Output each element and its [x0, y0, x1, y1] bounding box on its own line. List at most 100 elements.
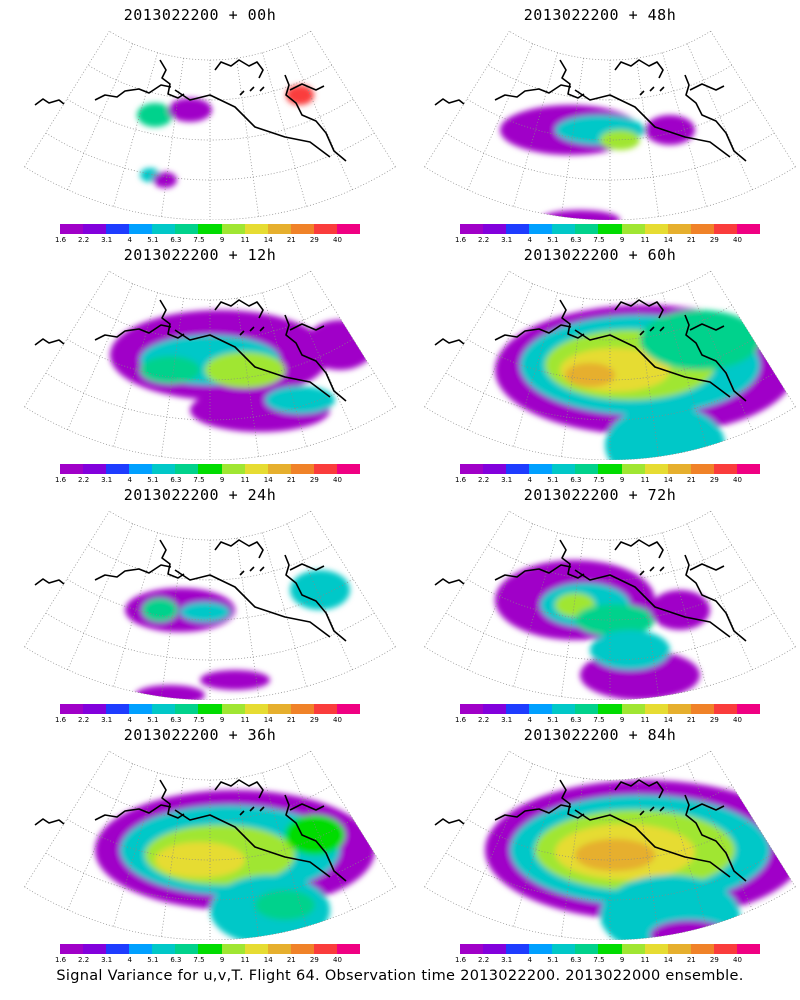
graticule: [24, 750, 396, 940]
colorbar-swatch: [460, 224, 484, 234]
colorbar-label: 29: [709, 956, 719, 964]
colorbar-label: 21: [286, 476, 296, 484]
forecast-panel: 2013022200 + 48h 1.6 2.2 3.1 4 5.1 6.3 7.5 9 11 14…: [400, 0, 800, 244]
colorbar-swatch: [621, 464, 645, 474]
forecast-panel: 2013022200 + 60h 1.6 2.2 3.1 4 5.1 6.3 7.5 9 11 14…: [400, 240, 800, 484]
colorbar-label: 3.1: [501, 476, 513, 484]
colorbar-swatch: [83, 224, 107, 234]
colorbar-label: 5.1: [547, 476, 559, 484]
variance-map: [24, 30, 396, 220]
colorbar-label: 9: [219, 956, 225, 964]
colorbar-label: 40: [732, 236, 742, 244]
colorbar: [460, 704, 761, 714]
colorbar-labels: 1.6 2.2 3.1 4 5.1 6.3 7.5 9 11 14 21 29 40: [55, 476, 360, 486]
colorbar-label: 11: [640, 716, 650, 724]
colorbar-swatch: [106, 464, 130, 474]
variance-map: [424, 30, 796, 220]
colorbar-swatch: [290, 464, 314, 474]
colorbar-swatch: [736, 464, 761, 474]
colorbar-label: 3.1: [101, 236, 113, 244]
variance-map: [424, 750, 796, 940]
colorbar-swatch: [267, 464, 291, 474]
colorbar-swatch: [667, 464, 691, 474]
colorbar-label: 40: [732, 716, 742, 724]
colorbar-label: 1.6: [454, 956, 467, 964]
panel-title: 2013022200 + 00h: [123, 6, 277, 24]
colorbar-label: 21: [686, 956, 696, 964]
colorbar-swatch: [221, 464, 245, 474]
panel-title: 2013022200 + 60h: [523, 246, 677, 264]
colorbar-swatch: [129, 944, 153, 954]
colorbar-swatch: [313, 944, 337, 954]
colorbar-label: 11: [240, 716, 250, 724]
graticule: [424, 270, 796, 460]
coastlines: [34, 59, 347, 162]
colorbar-label: 2.2: [478, 716, 490, 724]
forecast-panel: 2013022200 + 12h 1.6 2.2 3.1 4 5.1 6.3 7.5 9 11 14…: [0, 240, 400, 484]
colorbar-label: 9: [219, 236, 225, 244]
coastlines: [434, 59, 747, 162]
colorbar-swatch: [529, 224, 553, 234]
colorbar-label: 3.1: [501, 236, 513, 244]
variance-field: [137, 85, 314, 188]
colorbar-swatch: [690, 704, 714, 714]
colorbar-label: 14: [663, 476, 673, 484]
coastlines: [434, 779, 747, 882]
colorbar-swatch: [83, 944, 107, 954]
colorbar-label: 3.1: [101, 476, 113, 484]
colorbar-swatch: [267, 944, 291, 954]
colorbar-label: 29: [309, 956, 319, 964]
colorbar: [60, 464, 361, 474]
colorbar-swatch: [290, 944, 314, 954]
colorbar-label: 4: [127, 476, 132, 484]
colorbar-swatch: [221, 224, 245, 234]
colorbar-labels: 1.6 2.2 3.1 4 5.1 6.3 7.5 9 11 14 21 29 40: [455, 716, 760, 726]
colorbar-label: 1.6: [54, 236, 67, 244]
colorbar-label: 9: [619, 956, 625, 964]
colorbar: [460, 944, 761, 954]
colorbar-label: 7.5: [193, 236, 205, 244]
colorbar-swatch: [506, 944, 530, 954]
colorbar-swatch: [152, 704, 176, 714]
colorbar-swatch: [198, 944, 222, 954]
colorbar-swatch: [483, 464, 507, 474]
colorbar-swatch: [713, 464, 737, 474]
variance-map: [24, 510, 396, 700]
colorbar-swatch: [106, 704, 130, 714]
colorbar-swatch: [506, 704, 530, 714]
colorbar-swatch: [529, 704, 553, 714]
panel-title: 2013022200 + 36h: [123, 726, 277, 744]
colorbar-labels: 1.6 2.2 3.1 4 5.1 6.3 7.5 9 11 14 21 29 40: [455, 476, 760, 486]
colorbar-label: 1.6: [54, 716, 67, 724]
colorbar-label: 40: [332, 716, 342, 724]
colorbar-label: 11: [240, 956, 250, 964]
colorbar-swatch: [667, 944, 691, 954]
colorbar-swatch: [713, 944, 737, 954]
colorbar-swatch: [598, 224, 622, 234]
colorbar-label: 14: [263, 956, 273, 964]
colorbar-label: 11: [240, 236, 250, 244]
colorbar-label: 5.1: [147, 236, 159, 244]
colorbar-labels: 1.6 2.2 3.1 4 5.1 6.3 7.5 9 11 14 21 29 40: [55, 236, 360, 246]
forecast-panel: 2013022200 + 00h 1.6 2.2 3.1 4 5.1 6.3 7.5 9 11 14…: [0, 0, 400, 244]
colorbar-swatch: [460, 944, 484, 954]
colorbar-swatch: [336, 464, 361, 474]
colorbar-label: 3.1: [501, 716, 513, 724]
colorbar-label: 4: [127, 236, 132, 244]
colorbar-swatch: [244, 944, 268, 954]
colorbar-swatch: [221, 704, 245, 714]
colorbar-label: 2.2: [78, 476, 90, 484]
colorbar-swatch: [575, 224, 599, 234]
colorbar-swatch: [267, 704, 291, 714]
colorbar-swatch: [621, 224, 645, 234]
colorbar-swatch: [736, 944, 761, 954]
graticule: [24, 30, 396, 220]
colorbar-label: 29: [309, 476, 319, 484]
colorbar-label: 29: [709, 236, 719, 244]
colorbar-label: 3.1: [101, 956, 113, 964]
colorbar-swatch: [644, 224, 668, 234]
colorbar-label: 40: [332, 236, 342, 244]
colorbar-swatch: [336, 224, 361, 234]
colorbar-label: 9: [619, 476, 625, 484]
colorbar-label: 9: [619, 716, 625, 724]
